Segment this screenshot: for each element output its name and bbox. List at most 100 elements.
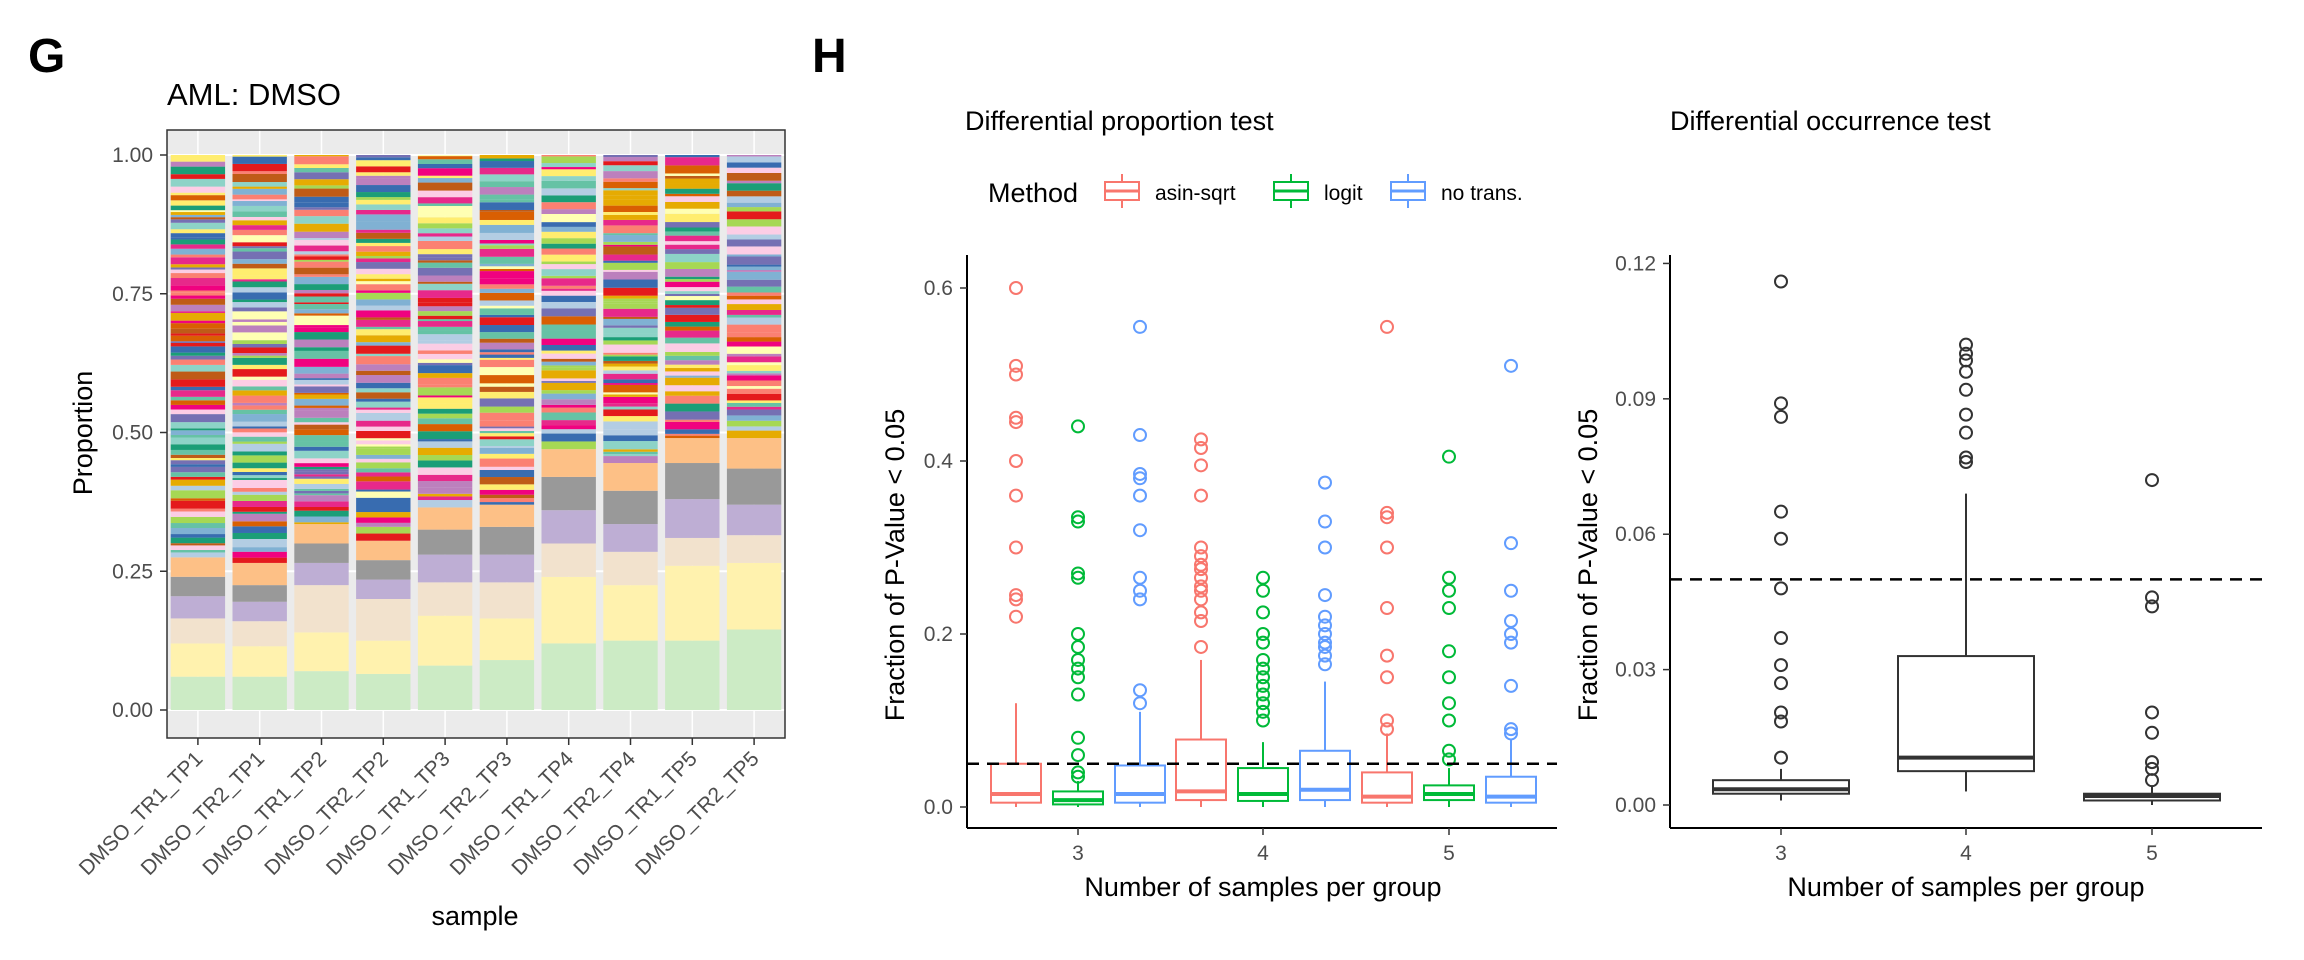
legend-label: asin-sqrt: [1155, 182, 1236, 205]
g-bar-minor-segment: [356, 526, 411, 534]
g-stacked-bar-plot: 0.000.250.500.751.00DMSO_TR1_TP1DMSO_TR2…: [75, 129, 786, 880]
g-bar-minor-segment: [603, 356, 658, 361]
g-bar-minor-segment: [417, 217, 473, 224]
g-bar-minor-segment: [356, 317, 411, 320]
g-bar-minor-segment: [294, 313, 349, 316]
g-bar-minor-segment: [232, 551, 287, 558]
hl-asin-outlier: [1380, 722, 1394, 737]
g-bar-minor-segment: [417, 233, 473, 237]
g-bar-minor-segment: [479, 458, 535, 467]
g-bar-minor-segment: [232, 409, 287, 415]
g-bar-segment: [170, 576, 226, 597]
g-bar-minor-segment: [170, 437, 226, 445]
g-bar-minor-segment: [726, 375, 782, 381]
g-bar-minor-segment: [170, 342, 226, 347]
g-bar-minor-segment: [232, 462, 287, 469]
g-bar-minor-segment: [726, 292, 782, 296]
hr-x-tick-label: 5: [2146, 842, 2158, 865]
g-bar-minor-segment: [294, 458, 349, 464]
g-bar-minor-segment: [232, 279, 287, 282]
g-bar-minor-segment: [232, 369, 287, 377]
g-bar-minor-segment: [541, 285, 596, 289]
g-bar-segment: [356, 640, 411, 674]
g-bar-minor-segment: [294, 325, 349, 328]
g-bar-minor-segment: [232, 436, 287, 442]
g-bar-minor-segment: [726, 406, 782, 410]
g-bar-minor-segment: [232, 182, 287, 187]
g-bar-minor-segment: [170, 550, 226, 553]
g-bar-minor-segment: [356, 268, 411, 275]
g-bar-segment: [479, 526, 535, 555]
g-bar-minor-segment: [356, 290, 411, 293]
g-bar-minor-segment: [170, 219, 226, 223]
g-bar-minor-segment: [170, 508, 226, 512]
g-bar-minor-segment: [603, 333, 658, 338]
g-bar-minor-segment: [232, 281, 287, 288]
g-bar-minor-segment: [603, 308, 658, 317]
hl-logit-outlier: [1256, 678, 1270, 693]
g-bar-minor-segment: [603, 421, 658, 430]
g-bar-minor-segment: [294, 251, 349, 255]
g-bar-minor-segment: [665, 300, 720, 306]
g-bar-minor-segment: [603, 379, 658, 384]
g-bar-minor-segment: [170, 186, 226, 193]
hl-asin-outlier: [1380, 713, 1394, 728]
g-bar-minor-segment: [726, 172, 782, 181]
g-bar-minor-segment: [541, 370, 596, 379]
g-bar-minor-segment: [726, 190, 782, 197]
g-bar-minor-segment: [726, 156, 782, 163]
g-bar-minor-segment: [170, 352, 226, 356]
g-bar-minor-segment: [603, 181, 658, 189]
g-bar-minor-segment: [170, 422, 226, 429]
g-bar-minor-segment: [417, 178, 473, 183]
g-bar-minor-segment: [417, 460, 473, 468]
g-bar-minor-segment: [356, 305, 411, 311]
g-bar-segment: [294, 562, 349, 586]
g-bar-minor-segment: [294, 379, 349, 385]
method-legend: Method asin-sqrt logit no trans.: [988, 174, 1523, 208]
g-bar-minor-segment: [479, 469, 535, 478]
hl-logit-outlier: [1071, 514, 1085, 529]
g-bar-minor-segment: [479, 494, 535, 499]
g-bar-minor-segment: [726, 373, 782, 376]
g-bar-minor-segment: [541, 248, 596, 255]
g-bar-minor-segment: [541, 180, 596, 189]
hl-logit-outlier: [1256, 661, 1270, 676]
g-bar-minor-segment: [294, 478, 349, 484]
hl-logit-outlier: [1256, 704, 1270, 719]
g-bar-minor-segment: [356, 310, 411, 318]
g-bar-segment: [603, 490, 658, 525]
g-bar-minor-segment: [294, 398, 349, 406]
g-bar-minor-segment: [232, 292, 287, 300]
g-bar-minor-segment: [603, 403, 658, 407]
g-bar-minor-segment: [665, 296, 720, 301]
g-bar-minor-segment: [417, 387, 473, 396]
g-bar-minor-segment: [479, 239, 535, 244]
g-bar-minor-segment: [665, 276, 720, 280]
g-bar-minor-segment: [170, 295, 226, 299]
hr-outlier: [1774, 631, 1788, 646]
g-bar-minor-segment: [356, 255, 411, 259]
g-bar-minor-segment: [541, 222, 596, 227]
g-bar-minor-segment: [417, 203, 473, 206]
g-bar-minor-segment: [232, 402, 287, 406]
g-bar-minor-segment: [603, 244, 658, 247]
hl-asin-outlier: [1194, 441, 1208, 456]
g-bar-minor-segment: [294, 350, 349, 359]
hl-asin-outlier: [1009, 592, 1023, 607]
h-left-y-label: Fraction of P-Value < 0.05: [880, 409, 910, 721]
g-bar-minor-segment: [726, 324, 782, 333]
g-bar-minor-segment: [541, 278, 596, 286]
hr-x-tick-label: 4: [1960, 842, 1972, 865]
g-bar-minor-segment: [356, 185, 411, 193]
hl-asin-box: [990, 762, 1042, 804]
g-bar-minor-segment: [356, 242, 411, 247]
g-bar-minor-segment: [603, 344, 658, 353]
g-bar-minor-segment: [541, 367, 596, 371]
g-bar-minor-segment: [603, 214, 658, 220]
g-bar-minor-segment: [541, 290, 596, 296]
g-bar-minor-segment: [603, 352, 658, 355]
g-bar-minor-segment: [356, 481, 411, 490]
g-bar-minor-segment: [479, 383, 535, 387]
g-bar-minor-segment: [356, 409, 411, 413]
